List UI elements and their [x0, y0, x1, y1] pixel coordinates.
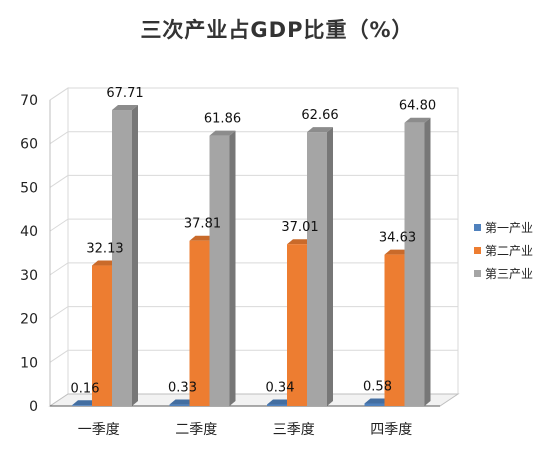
legend-label: 第一产业 — [485, 221, 533, 235]
bar — [189, 240, 210, 406]
y-tick-label: 40 — [20, 224, 38, 240]
bar-top — [364, 398, 391, 404]
bar — [209, 135, 230, 406]
bar — [112, 110, 132, 407]
data-labels: 0.16 32.13 67.71 0.33 37.81 61.86 0.34 37.01 62.… — [71, 86, 437, 396]
bar — [364, 403, 385, 406]
y-tick-label: 30 — [20, 268, 38, 284]
data-label: 0.33 — [168, 381, 197, 396]
y-tick-label: 0 — [29, 399, 38, 415]
bar — [404, 122, 425, 406]
chart-title: 三次产业占GDP比重（%） — [140, 18, 414, 42]
y-tick-label: 60 — [20, 137, 38, 153]
bar-top — [72, 400, 98, 406]
legend-label: 第三产业 — [485, 267, 533, 281]
data-label: 37.81 — [184, 217, 221, 232]
x-category-label: 三季度 — [273, 422, 315, 438]
data-label: 0.58 — [363, 379, 392, 394]
bar — [72, 405, 92, 406]
bar-top — [112, 105, 138, 111]
bar-top — [267, 399, 293, 405]
data-label: 0.34 — [266, 381, 295, 396]
y-tick-label: 70 — [20, 93, 38, 109]
bar — [267, 404, 287, 406]
bar-top — [384, 249, 411, 255]
bar-top — [169, 399, 196, 405]
bar-side — [327, 127, 333, 406]
bar-top — [404, 117, 431, 123]
x-category-label: 二季度 — [175, 422, 217, 438]
bar-top — [307, 127, 333, 133]
data-label: 61.86 — [204, 112, 241, 127]
bar-side — [229, 130, 236, 406]
x-category-labels: 一季度 二季度 三季度 四季度 — [78, 422, 413, 438]
data-label: 34.63 — [379, 231, 416, 246]
side-wall — [49, 87, 69, 407]
data-label: 64.80 — [399, 99, 436, 114]
data-label: 62.66 — [301, 108, 338, 123]
bar-top — [287, 239, 313, 245]
bar — [92, 265, 112, 406]
x-category-label: 一季度 — [78, 422, 120, 438]
bars — [72, 105, 431, 407]
y-tick-label: 20 — [20, 312, 38, 328]
data-label: 0.16 — [71, 381, 100, 396]
data-label: 67.71 — [106, 86, 143, 101]
y-tick-label: 50 — [20, 180, 38, 196]
y-tick-labels: 0 10 20 30 40 50 60 70 — [20, 93, 38, 415]
x-category-label: 四季度 — [370, 422, 412, 438]
chart-walls — [48, 87, 460, 407]
bar-top — [92, 260, 118, 266]
legend-swatch — [474, 247, 481, 254]
bar — [287, 244, 307, 406]
bar-side — [132, 105, 138, 407]
legend-swatch — [474, 270, 481, 277]
data-label: 37.01 — [281, 220, 318, 235]
legend-label: 第二产业 — [485, 244, 533, 258]
bar — [169, 404, 190, 406]
gridline — [49, 87, 458, 101]
legend-swatch — [474, 224, 481, 231]
bar-top — [189, 235, 216, 241]
data-label: 32.13 — [86, 242, 123, 257]
bar — [384, 254, 405, 406]
bar-side — [424, 117, 431, 406]
bar — [307, 132, 327, 406]
y-tick-label: 10 — [20, 355, 38, 371]
bar-top — [209, 130, 236, 136]
